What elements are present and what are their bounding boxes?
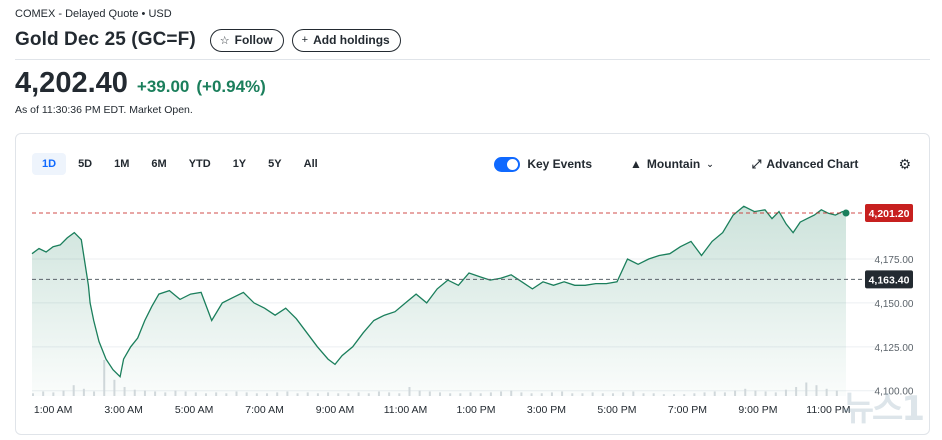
x-tick-label: 9:00 AM — [316, 404, 355, 416]
mountain-icon: ▲ — [630, 157, 642, 171]
x-tick-label: 5:00 PM — [597, 404, 636, 416]
range-5d[interactable]: 5D — [78, 158, 93, 170]
title-row: Gold Dec 25 (GC=F) ☆ Follow + Add holdin… — [15, 28, 409, 52]
range-1m[interactable]: 1M — [114, 158, 130, 170]
add-holdings-label: Add holdings — [313, 33, 390, 47]
range-5y[interactable]: 5Y — [268, 158, 282, 170]
chart-type-dropdown[interactable]: ▲ Mountain ⌄ — [630, 153, 714, 175]
price-change-percent: (+0.94%) — [196, 77, 266, 96]
price-area — [32, 206, 846, 396]
gear-icon[interactable]: ⚙ — [898, 155, 911, 172]
follow-label: Follow — [234, 33, 273, 47]
chart-type-label: Mountain — [646, 157, 701, 171]
svg-text:4,163.40: 4,163.40 — [869, 274, 910, 286]
x-tick-label: 1:00 AM — [34, 404, 73, 416]
svg-text:4,201.20: 4,201.20 — [869, 208, 910, 220]
advanced-chart-button[interactable]: ⤢ Advanced Chart — [752, 153, 859, 175]
range-selector: 1D 5D 1M 6M YTD 1Y 5Y All — [32, 153, 330, 175]
key-events-label: Key Events — [527, 157, 593, 171]
price-line — [31, 205, 847, 379]
x-tick-label: 3:00 PM — [527, 404, 566, 416]
toggle-switch-icon[interactable] — [494, 156, 521, 172]
expand-icon: ⤢ — [751, 156, 762, 171]
range-ytd[interactable]: YTD — [188, 158, 211, 170]
x-tick-label: 7:00 PM — [668, 404, 707, 416]
current-price-dot — [842, 209, 850, 217]
y-tick-label: 4,175.00 — [875, 255, 914, 266]
price-change: +39.00 — [136, 77, 190, 96]
page-title: Gold Dec 25 (GC=F) — [15, 29, 196, 50]
current-price-label: 4,201.20 — [865, 203, 913, 222]
range-6m[interactable]: 6M — [151, 158, 167, 170]
watermark-logo: 뉴스1 — [842, 389, 925, 429]
x-tick-label: 1:00 PM — [456, 404, 495, 416]
x-tick-label: 7:00 AM — [245, 404, 284, 416]
add-holdings-button[interactable]: + Add holdings — [291, 28, 401, 52]
exchange-line: COMEX - Delayed Quote • USD — [15, 8, 172, 20]
key-events-toggle[interactable]: Key Events — [494, 153, 592, 175]
x-tick-label: 11:00 AM — [384, 404, 428, 416]
previous-close-label: 4,163.40 — [865, 270, 913, 289]
range-1d[interactable]: 1D — [32, 153, 67, 175]
range-1y[interactable]: 1Y — [232, 158, 247, 170]
price-chart[interactable]: 4,175.00 4,150.00 4,125.00 4,100.00 4,201.20… — [16, 134, 929, 434]
y-tick-label: 4,150.00 — [875, 299, 914, 310]
range-all[interactable]: All — [303, 158, 318, 170]
header-divider — [15, 59, 930, 60]
advanced-chart-label: Advanced Chart — [766, 157, 859, 171]
chart-toolbar: Key Events ▲ Mountain ⌄ ⤢ Advanced Chart… — [494, 153, 911, 175]
star-icon: ☆ — [219, 34, 230, 47]
x-tick-label: 9:00 PM — [738, 404, 777, 416]
follow-button[interactable]: ☆ Follow — [209, 28, 284, 52]
current-price: 4,202.40 — [15, 67, 128, 99]
quote-row: 4,202.40 +39.00 (+0.94%) — [15, 67, 273, 100]
x-tick-label: 3:00 AM — [104, 404, 143, 416]
chevron-down-icon: ⌄ — [706, 158, 714, 169]
y-tick-label: 4,100.00 — [875, 387, 914, 398]
chart-panel: 1D 5D 1M 6M YTD 1Y 5Y All Key Events ▲ Mountain… — [15, 133, 930, 435]
x-tick-label: 5:00 AM — [175, 404, 214, 416]
as-of-timestamp: As of 11:30:36 PM EDT. Market Open. — [15, 104, 193, 116]
y-tick-label: 4,125.00 — [875, 343, 914, 354]
x-tick-label: 11:00 PM — [806, 404, 850, 416]
plus-icon: + — [301, 34, 309, 46]
